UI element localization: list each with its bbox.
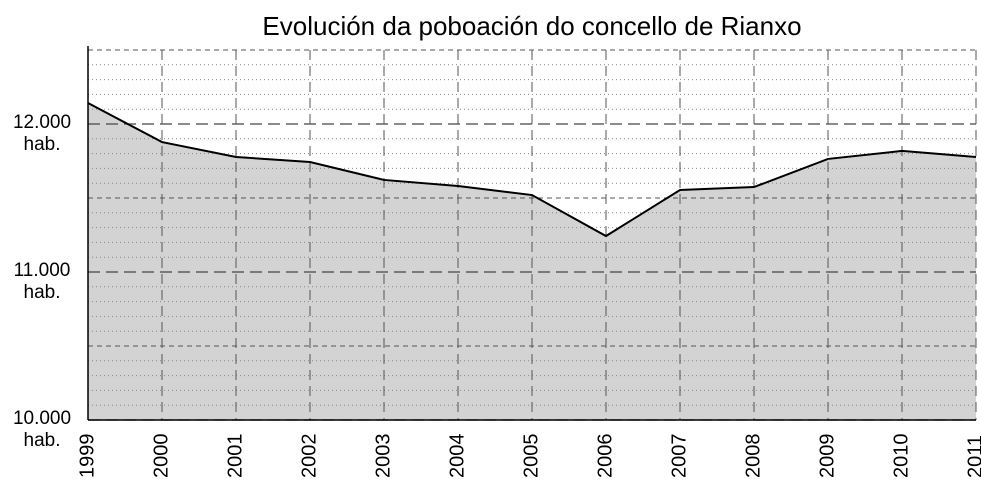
x-tick-label: 2003	[372, 434, 394, 479]
line	[87, 102, 977, 238]
y-tick-label: 11.000 hab.	[13, 260, 71, 303]
chart-title: Evolución da poboación do concello de Ri…	[262, 11, 801, 41]
x-tick-label: 2010	[890, 434, 912, 479]
x-tick-label: 2009	[816, 434, 838, 479]
x-tick-label: 2004	[446, 434, 468, 479]
y-tick-label: 10.000 hab.	[12, 408, 72, 451]
x-tick-label: 2011	[964, 435, 981, 478]
x-tick-label: 2001	[224, 434, 246, 479]
x-tick-label: 2002	[298, 434, 320, 479]
x-tick-label: 2008	[742, 434, 764, 479]
x-tick-label: 2006	[594, 434, 616, 479]
y-tick-label: 12.000 hab.	[12, 112, 72, 155]
x-tick-label: 1999	[76, 434, 98, 479]
x-tick-label: 2000	[150, 434, 172, 479]
x-tick-label: 2005	[520, 434, 542, 479]
x-tick-label: 2007	[668, 434, 690, 479]
